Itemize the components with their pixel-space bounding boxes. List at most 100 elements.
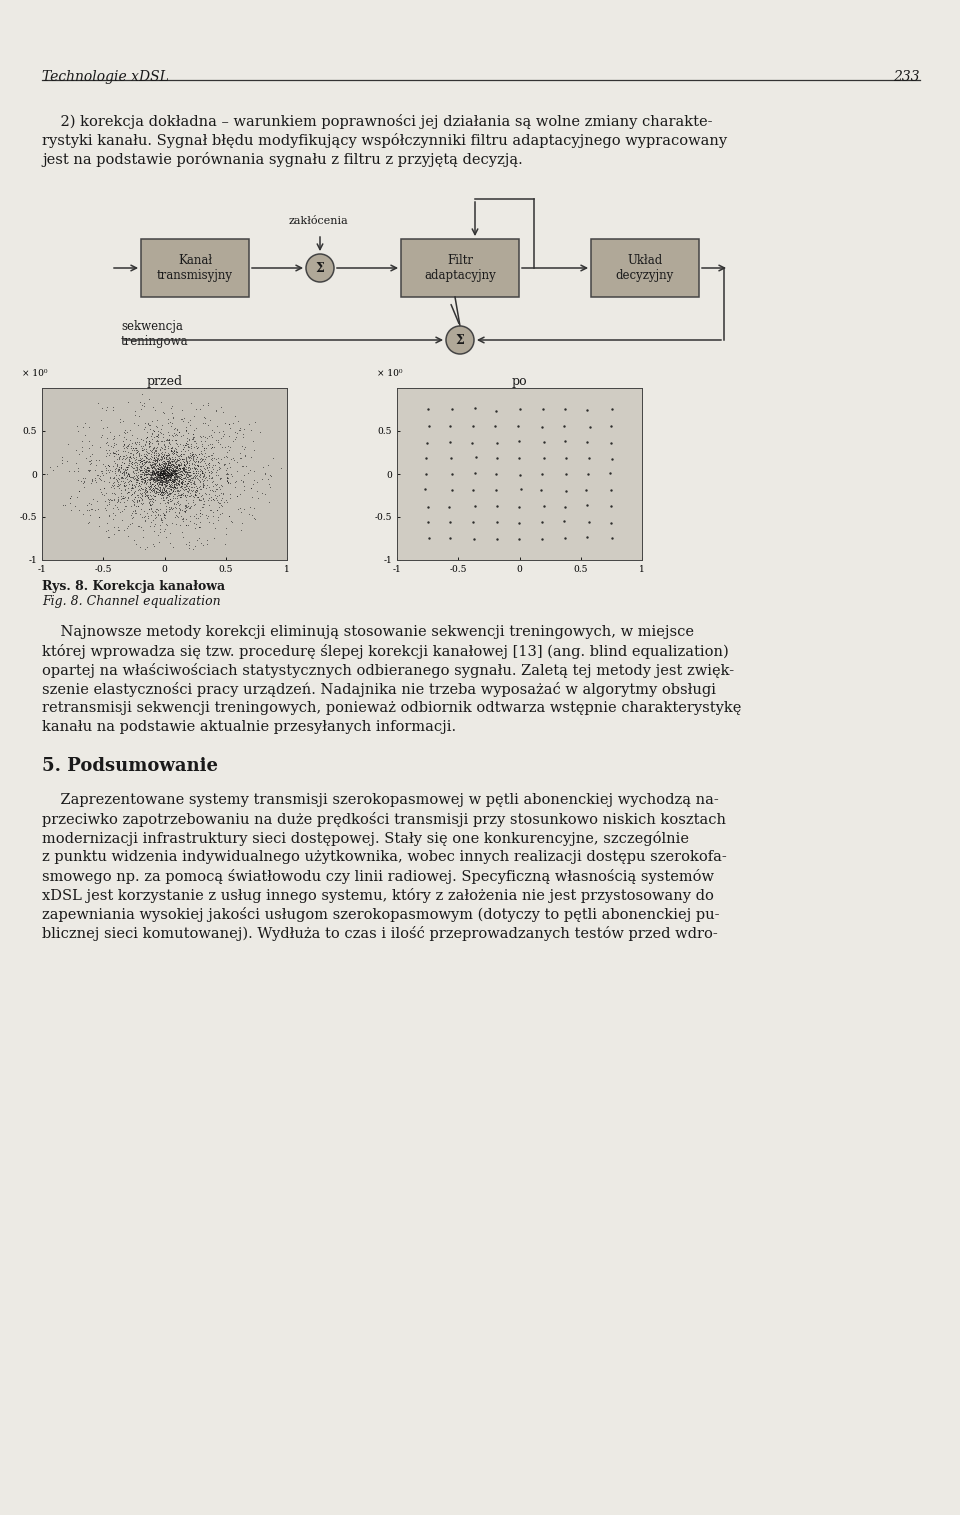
- Point: [148, 497, 163, 521]
- Point: [162, 465, 178, 489]
- Point: [155, 462, 170, 486]
- Point: [139, 454, 155, 479]
- Point: [165, 470, 180, 494]
- Point: [192, 477, 207, 501]
- Point: [152, 447, 167, 471]
- Point: [167, 459, 182, 483]
- Point: [167, 450, 182, 474]
- Point: [151, 461, 166, 485]
- Point: [81, 458, 96, 482]
- Point: [160, 464, 176, 488]
- Point: [164, 411, 180, 435]
- Point: [171, 444, 186, 468]
- Point: [166, 465, 181, 489]
- Point: [231, 418, 247, 442]
- Point: [180, 470, 196, 494]
- Point: [159, 427, 175, 451]
- Point: [83, 503, 98, 527]
- Point: [217, 435, 232, 459]
- Point: [139, 479, 155, 503]
- Point: [129, 467, 144, 491]
- Point: [158, 467, 174, 491]
- Point: [156, 451, 171, 476]
- Point: [161, 495, 177, 520]
- Point: [468, 494, 483, 518]
- Point: [158, 427, 174, 451]
- Point: [84, 470, 100, 494]
- Point: [158, 500, 174, 524]
- Point: [143, 483, 158, 508]
- Point: [213, 473, 228, 497]
- Point: [157, 465, 173, 489]
- Point: [176, 465, 191, 489]
- Text: 2) korekcja dokładna – warunkiem poprawności jej działania są wolne zmiany chara: 2) korekcja dokładna – warunkiem poprawn…: [42, 114, 712, 129]
- Point: [119, 464, 134, 488]
- Point: [116, 489, 132, 514]
- Point: [156, 467, 171, 491]
- Point: [512, 429, 527, 453]
- Point: [154, 465, 169, 489]
- Point: [162, 482, 178, 506]
- Point: [156, 442, 171, 467]
- Point: [145, 462, 160, 486]
- Point: [81, 415, 96, 439]
- Point: [154, 445, 169, 470]
- Point: [161, 423, 177, 447]
- Point: [143, 467, 158, 491]
- Point: [150, 426, 165, 450]
- Point: [179, 514, 194, 538]
- Point: [134, 488, 150, 512]
- Point: [102, 420, 117, 444]
- Point: [167, 479, 182, 503]
- Point: [132, 473, 148, 497]
- Point: [137, 468, 153, 492]
- Point: [180, 450, 195, 474]
- Point: [178, 476, 193, 500]
- Point: [186, 447, 202, 471]
- Point: [179, 418, 194, 442]
- Point: [159, 448, 175, 473]
- Point: [122, 445, 137, 470]
- Point: [162, 445, 178, 470]
- Point: [148, 447, 163, 471]
- Point: [150, 462, 165, 486]
- Point: [110, 518, 126, 542]
- Point: [101, 486, 116, 511]
- Point: [165, 535, 180, 559]
- Point: [193, 470, 208, 494]
- Point: [156, 464, 172, 488]
- Point: [165, 453, 180, 477]
- Point: [164, 439, 180, 464]
- Point: [185, 421, 201, 445]
- Point: [154, 465, 169, 489]
- Bar: [591, 239, 699, 297]
- Point: [113, 465, 129, 489]
- Point: [145, 462, 160, 486]
- Point: [150, 473, 165, 497]
- Point: [187, 482, 203, 506]
- Point: [170, 476, 185, 500]
- Point: [75, 467, 90, 491]
- Point: [172, 497, 187, 521]
- Point: [130, 454, 145, 479]
- Point: [174, 462, 189, 486]
- Point: [144, 479, 159, 503]
- Point: [187, 533, 203, 558]
- Point: [180, 411, 195, 435]
- Point: [205, 474, 221, 498]
- Point: [122, 445, 137, 470]
- Point: [212, 467, 228, 491]
- Point: [135, 491, 151, 515]
- Point: [174, 471, 189, 495]
- Point: [129, 461, 144, 485]
- Point: [210, 488, 226, 512]
- Point: [257, 461, 273, 485]
- Point: [116, 486, 132, 511]
- Point: [174, 482, 189, 506]
- Point: [150, 462, 165, 486]
- Point: [215, 494, 230, 518]
- Point: [164, 464, 180, 488]
- Point: [75, 471, 90, 495]
- Point: [129, 468, 144, 492]
- Point: [228, 426, 244, 450]
